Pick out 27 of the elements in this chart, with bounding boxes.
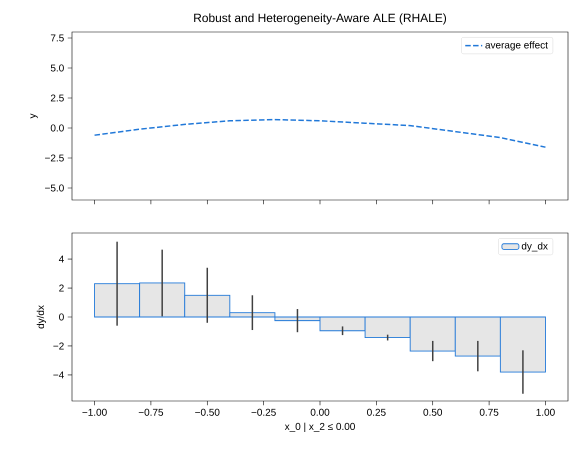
x-tick-label: 0.75 <box>480 408 498 416</box>
chart-title: Robust and Heterogeneity-Aware ALE (RHALE) <box>194 13 446 24</box>
y-axis-title: y <box>30 114 38 118</box>
y-tick-label: 7.5 <box>50 34 64 42</box>
x-tick-label: 0.25 <box>367 408 386 416</box>
y-tick-label: 0 <box>59 313 64 321</box>
y-tick-label: −2.5 <box>45 154 64 162</box>
x-tick-label: 0.00 <box>310 408 330 416</box>
x-tick-label: 1.00 <box>536 408 555 416</box>
line-series <box>94 118 546 148</box>
x-axis-title: x_0 | x_2 ≤ 0.00 <box>284 422 355 432</box>
y-tick-label: 4 <box>58 256 64 262</box>
legend-label: dy_dx <box>522 242 548 252</box>
x-tick-label: −0.50 <box>195 408 220 416</box>
x-tick-label: 0.50 <box>423 408 442 416</box>
y-tick-label: −5.0 <box>45 184 64 192</box>
legend-label: average effect <box>485 41 548 50</box>
y-tick-label: 0.0 <box>50 124 64 132</box>
x-tick-label: −1.00 <box>82 408 107 416</box>
y-axis-title: dy/dx <box>36 305 46 328</box>
x-tick-label: −0.25 <box>252 408 276 416</box>
y-tick-label: −4 <box>53 372 64 378</box>
y-tick-label: 2.5 <box>50 94 64 102</box>
x-tick-label: −0.75 <box>138 408 164 416</box>
y-tick-label: −2 <box>53 342 64 350</box>
y-tick-label: 2 <box>59 284 64 292</box>
y-tick-label: 5.0 <box>50 64 64 72</box>
